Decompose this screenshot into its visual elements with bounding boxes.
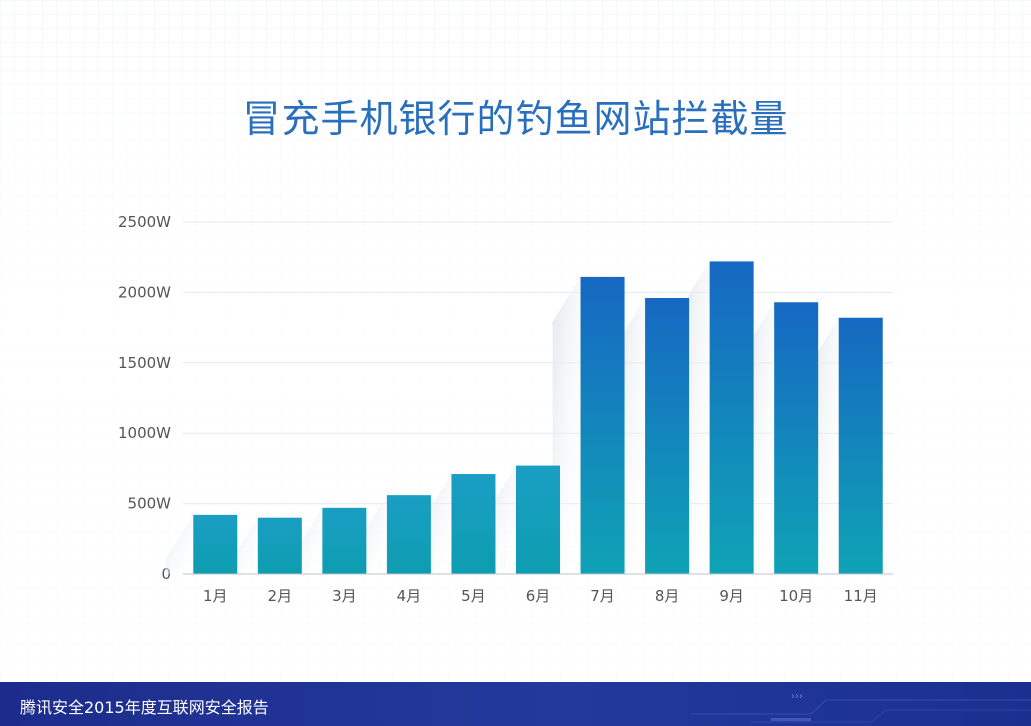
x-tick-label: 11月 bbox=[844, 587, 878, 605]
bar-8月 bbox=[645, 298, 690, 574]
x-axis-ticks: 1月 2月 3月 4月 5月 6月 7月 8月 9月 10月 11月 bbox=[203, 587, 878, 605]
bar-4月 bbox=[386, 495, 431, 574]
y-tick-label: 2500W bbox=[118, 213, 171, 231]
chart-title: 冒充手机银行的钓鱼网站拦截量 bbox=[242, 97, 789, 141]
x-tick-label: 9月 bbox=[719, 587, 744, 605]
bar-10月 bbox=[774, 302, 819, 574]
footer-bar: 腾讯安全2015年度互联网安全报告 ››› bbox=[0, 682, 1031, 726]
x-tick-label: 2月 bbox=[268, 587, 293, 605]
bar-7月 bbox=[580, 276, 625, 574]
bar-11月 bbox=[838, 317, 883, 574]
bar-9月 bbox=[709, 261, 754, 574]
bar-2月 bbox=[257, 517, 302, 574]
y-tick-label: 1000W bbox=[118, 424, 171, 442]
bar-6月 bbox=[516, 465, 560, 574]
x-tick-label: 7月 bbox=[590, 587, 615, 605]
x-tick-label: 5月 bbox=[461, 587, 486, 605]
x-tick-label: 1月 bbox=[203, 587, 228, 605]
bars bbox=[193, 261, 883, 574]
svg-text:›››: ››› bbox=[791, 691, 803, 702]
bar-5月 bbox=[451, 474, 496, 574]
bar-1月 bbox=[193, 514, 238, 574]
x-tick-label: 8月 bbox=[655, 587, 680, 605]
y-tick-label: 1500W bbox=[118, 354, 171, 372]
y-axis-ticks: 0500W1000W1500W2000W2500W bbox=[118, 213, 171, 583]
x-tick-label: 3月 bbox=[332, 587, 357, 605]
x-tick-label: 6月 bbox=[526, 587, 551, 605]
x-tick-label: 10月 bbox=[779, 587, 813, 605]
bar-shadow bbox=[165, 514, 194, 574]
y-tick-label: 500W bbox=[128, 495, 172, 513]
bar-3月 bbox=[322, 507, 367, 574]
y-tick-label: 2000W bbox=[118, 283, 171, 301]
bar-chart: 0500W1000W1500W2000W2500W 1月2月3月4月5月6月7月… bbox=[118, 213, 893, 605]
x-tick-label: 4月 bbox=[397, 587, 422, 605]
footer-decoration: ››› bbox=[691, 691, 1031, 723]
footer-report-title: 腾讯安全2015年度互联网安全报告 bbox=[20, 698, 269, 717]
